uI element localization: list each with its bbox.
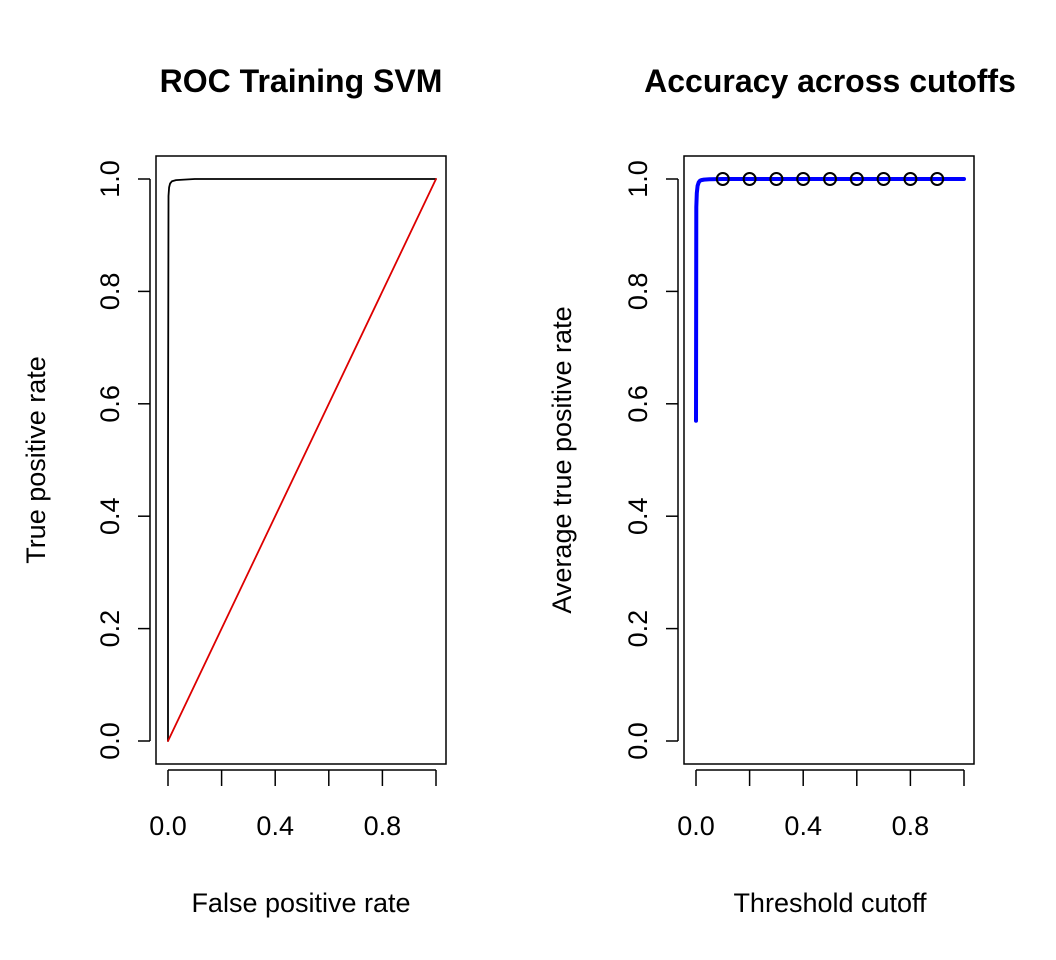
roc-y-tick-label: 0.6 xyxy=(95,385,125,423)
accuracy-data-point xyxy=(796,172,811,186)
accuracy-y-tick-label: 0.0 xyxy=(623,722,653,760)
accuracy-chart-title: Accuracy across cutoffs xyxy=(644,63,1016,99)
roc-y-axis: 0.0 0.2 0.4 0.6 0.8 1.0 xyxy=(95,160,151,760)
accuracy-plot-frame xyxy=(683,155,975,765)
roc-x-tick-label: 0.8 xyxy=(364,811,402,841)
roc-plot-frame xyxy=(155,155,447,765)
roc-x-tick-label: 0.4 xyxy=(256,811,294,841)
accuracy-data-point xyxy=(930,172,945,186)
accuracy-x-tick-label: 0.0 xyxy=(677,811,715,841)
accuracy-x-tick-label: 0.4 xyxy=(784,811,822,841)
accuracy-y-tick-label: 0.2 xyxy=(623,610,653,648)
roc-y-axis-label: True positive rate xyxy=(21,356,51,564)
roc-series-0-line xyxy=(167,178,437,742)
roc-chart-panel: ROC Training SVM 0.0 0.4 0.8 0.0 0.2 0.4 0.6 0.8… xyxy=(21,63,447,918)
accuracy-data-point xyxy=(903,172,918,186)
accuracy-data-point xyxy=(769,172,784,186)
roc-y-tick-label: 0.8 xyxy=(95,273,125,311)
roc-y-tick-label: 0.4 xyxy=(95,497,125,535)
roc-y-tick-label: 0.2 xyxy=(95,610,125,648)
roc-chart-title: ROC Training SVM xyxy=(160,63,443,99)
accuracy-y-axis-label: Average true positive rate xyxy=(547,306,577,613)
roc-series-1-line xyxy=(167,178,437,742)
accuracy-data-point xyxy=(849,172,864,186)
accuracy-x-axis-label: Threshold cutoff xyxy=(733,888,927,918)
accuracy-y-tick-label: 0.6 xyxy=(623,385,653,423)
accuracy-x-axis: 0.0 0.4 0.8 xyxy=(677,769,965,841)
roc-y-tick-label: 1.0 xyxy=(95,160,125,198)
accuracy-y-tick-label: 1.0 xyxy=(623,160,653,198)
roc-y-tick-label: 0.0 xyxy=(95,722,125,760)
accuracy-y-axis: 0.0 0.2 0.4 0.6 0.8 1.0 xyxy=(623,160,679,760)
accuracy-x-tick-label: 0.8 xyxy=(892,811,930,841)
accuracy-series-1-points xyxy=(715,172,945,186)
accuracy-data-point xyxy=(823,172,837,186)
roc-x-axis-label: False positive rate xyxy=(191,888,410,918)
accuracy-data-point xyxy=(876,172,891,186)
accuracy-data-point xyxy=(715,172,730,186)
accuracy-data-point xyxy=(742,172,757,186)
accuracy-y-tick-label: 0.4 xyxy=(623,497,653,535)
accuracy-series-0-line xyxy=(694,177,966,423)
roc-x-tick-label: 0.0 xyxy=(149,811,187,841)
accuracy-y-tick-label: 0.8 xyxy=(623,273,653,311)
roc-x-axis: 0.0 0.4 0.8 xyxy=(149,769,437,841)
